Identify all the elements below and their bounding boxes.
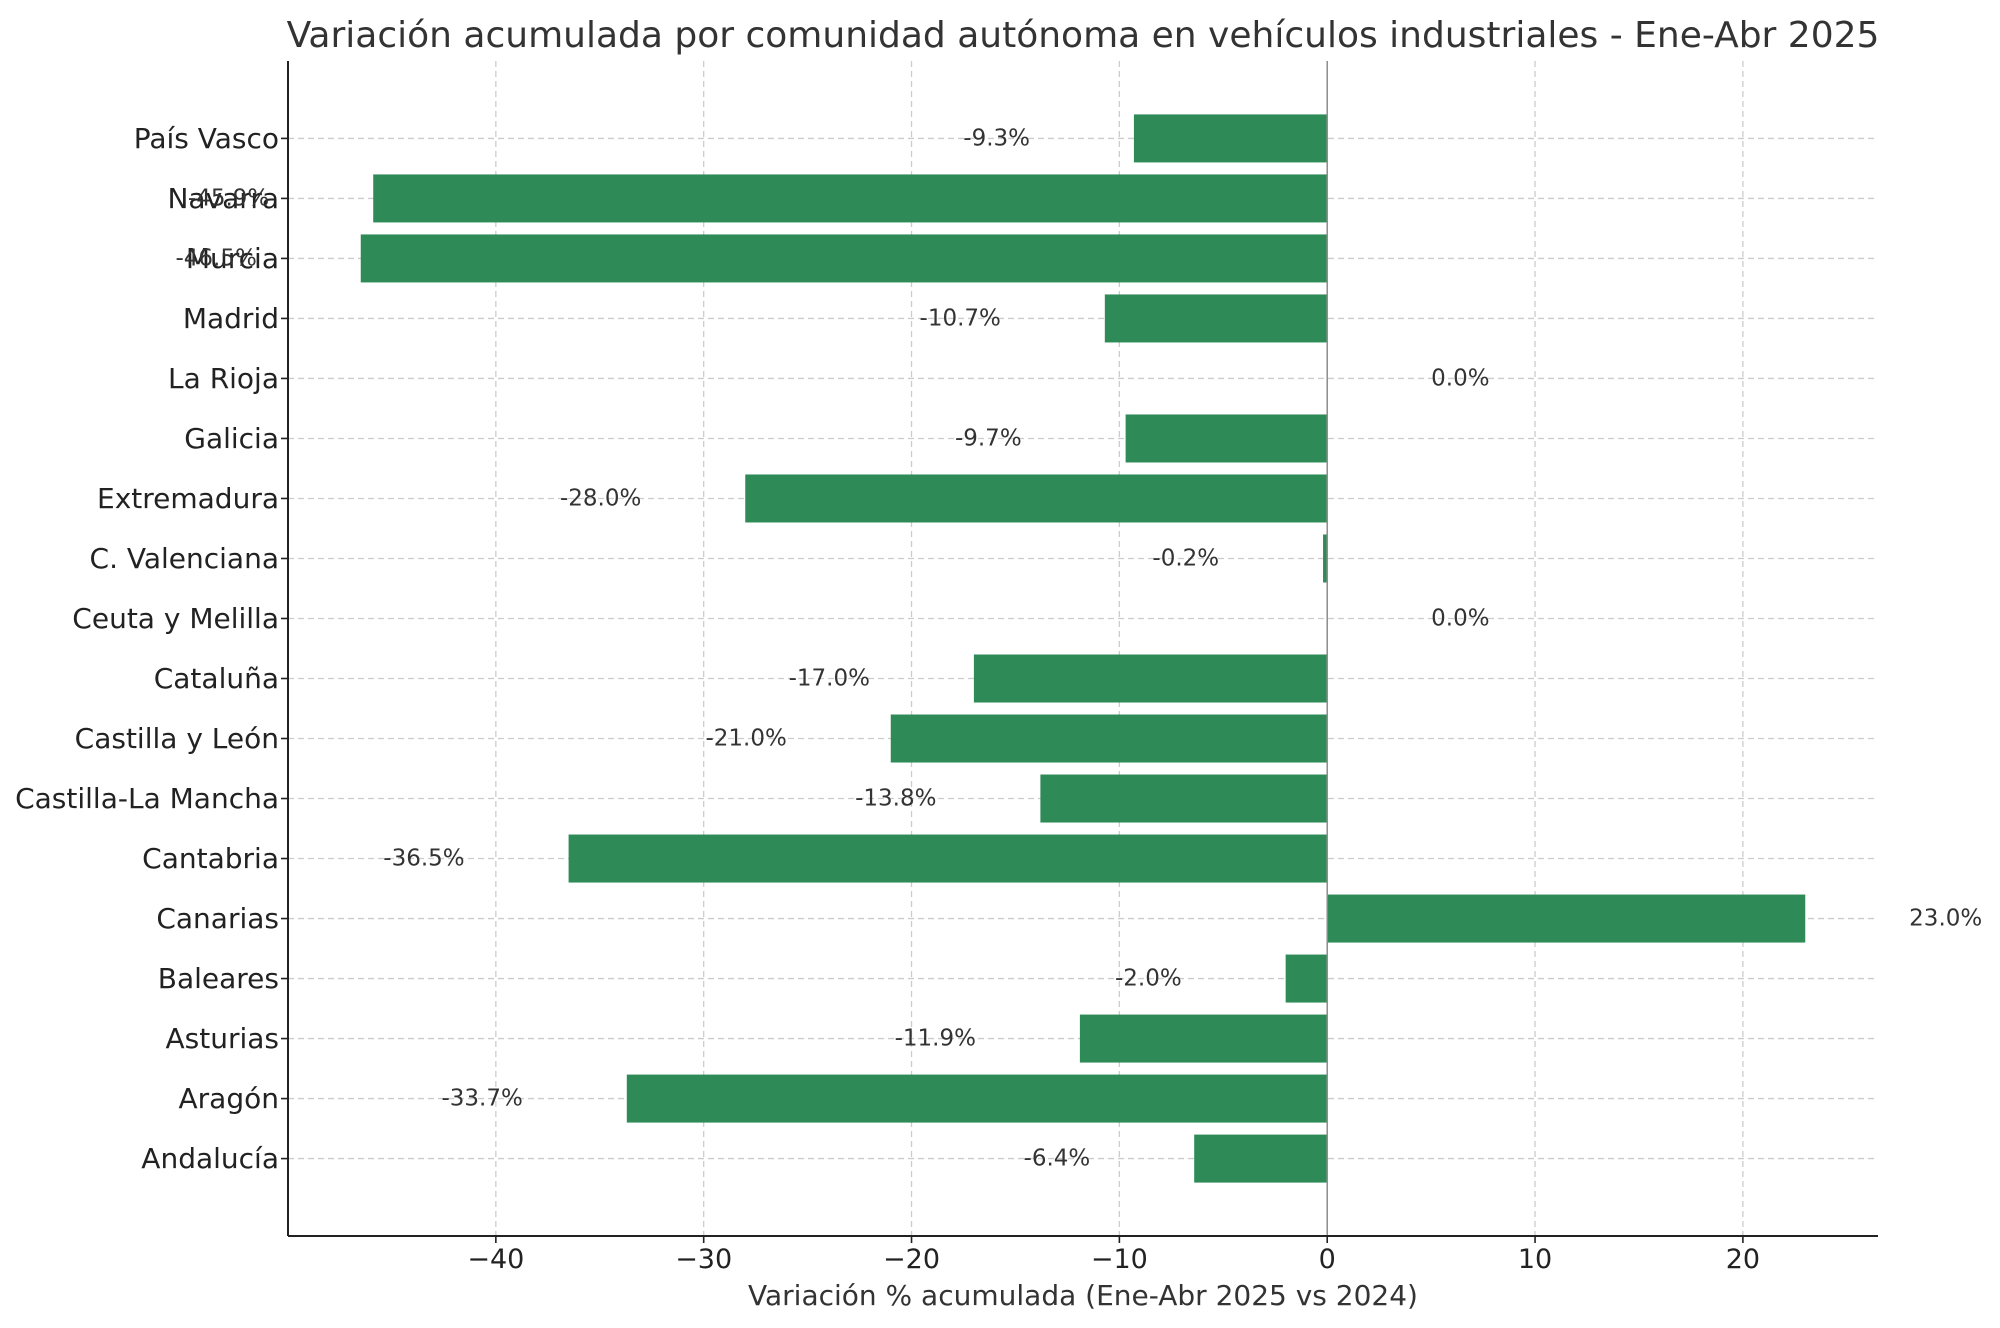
x-tick-label: 10 bbox=[1518, 1244, 1552, 1275]
value-label: -6.4% bbox=[1024, 1146, 1091, 1172]
value-label: -0.2% bbox=[1152, 545, 1219, 571]
y-tick-label: Castilla y León bbox=[75, 722, 279, 755]
axes: Andalucía Aragón Asturias Baleares Canarias C… bbox=[15, 61, 1878, 1275]
bar-madrid bbox=[1104, 294, 1328, 343]
bar-galicia bbox=[1125, 414, 1328, 463]
x-tick-label: 0 bbox=[1319, 1244, 1336, 1275]
y-tick-label: Cataluña bbox=[154, 662, 279, 695]
value-label: -9.3% bbox=[963, 125, 1030, 151]
y-tick-label: Madrid bbox=[183, 302, 279, 335]
value-label: -28.0% bbox=[560, 485, 641, 511]
value-label: -17.0% bbox=[789, 666, 870, 692]
bar-cantabria bbox=[568, 834, 1328, 883]
y-tick-label: Baleares bbox=[158, 962, 279, 995]
chart-title: Variación acumulada por comunidad autóno… bbox=[287, 15, 1880, 56]
y-tick-label: Canarias bbox=[156, 902, 279, 935]
y-tick-label: Navarra bbox=[167, 182, 279, 215]
bar-murcia bbox=[360, 234, 1328, 283]
value-label: -45.9% bbox=[188, 185, 269, 211]
y-tick-label: Extremadura bbox=[97, 482, 279, 515]
y-tick-label: Galicia bbox=[184, 422, 279, 455]
value-label: -9.7% bbox=[955, 425, 1022, 451]
bar-aragon bbox=[626, 1074, 1328, 1123]
value-label: -10.7% bbox=[920, 305, 1001, 331]
value-label: 0.0% bbox=[1431, 365, 1489, 391]
bar-castilla-la-mancha bbox=[1040, 774, 1328, 823]
bars bbox=[360, 114, 1806, 1183]
bar-cataluna bbox=[973, 654, 1328, 703]
bar-c-valenciana bbox=[1323, 534, 1328, 583]
bar-navarra bbox=[373, 174, 1328, 223]
y-tick-label: Aragón bbox=[179, 1082, 279, 1115]
y-tick-label: Asturias bbox=[165, 1022, 279, 1055]
bar-andalucia bbox=[1194, 1134, 1328, 1183]
value-label: 0.0% bbox=[1431, 605, 1489, 631]
y-tick-label: Andalucía bbox=[141, 1142, 279, 1175]
x-tick-label: −40 bbox=[467, 1244, 524, 1275]
value-label: 23.0% bbox=[1909, 906, 1982, 932]
x-tick-label: −10 bbox=[1091, 1244, 1148, 1275]
y-tick-label: País Vasco bbox=[134, 122, 279, 155]
y-tick-label: C. Valenciana bbox=[90, 542, 279, 575]
bar-canarias bbox=[1327, 894, 1806, 943]
x-axis-label: Variación % acumulada (Ene-Abr 2025 vs 2… bbox=[748, 1279, 1418, 1312]
y-tick-label: La Rioja bbox=[168, 362, 279, 395]
x-tick-label: 20 bbox=[1726, 1244, 1760, 1275]
x-tick-label: −20 bbox=[883, 1244, 940, 1275]
bar-pais-vasco bbox=[1133, 114, 1328, 163]
x-tick-label: −30 bbox=[675, 1244, 732, 1275]
value-label: -11.9% bbox=[895, 1026, 976, 1052]
y-tick-label: Murcia bbox=[186, 242, 279, 275]
bar-baleares bbox=[1285, 954, 1328, 1003]
value-label: -13.8% bbox=[855, 786, 936, 812]
value-label: -2.0% bbox=[1115, 966, 1182, 992]
value-label: -21.0% bbox=[705, 726, 786, 752]
y-tick-label: Ceuta y Melilla bbox=[72, 602, 279, 635]
value-label: -46.5% bbox=[175, 245, 256, 271]
y-tick-label: Cantabria bbox=[142, 842, 279, 875]
bar-castilla-y-leon bbox=[890, 714, 1328, 763]
bar-extremadura bbox=[745, 474, 1328, 523]
value-label: -36.5% bbox=[383, 846, 464, 872]
y-tick-label: Castilla-La Mancha bbox=[15, 782, 279, 815]
value-labels: -6.4% -33.7% -11.9% -2.0% 23.0% -36.5% -13.8% -… bbox=[175, 125, 1982, 1171]
bar-asturias bbox=[1079, 1014, 1328, 1063]
value-label: -33.7% bbox=[441, 1086, 522, 1112]
